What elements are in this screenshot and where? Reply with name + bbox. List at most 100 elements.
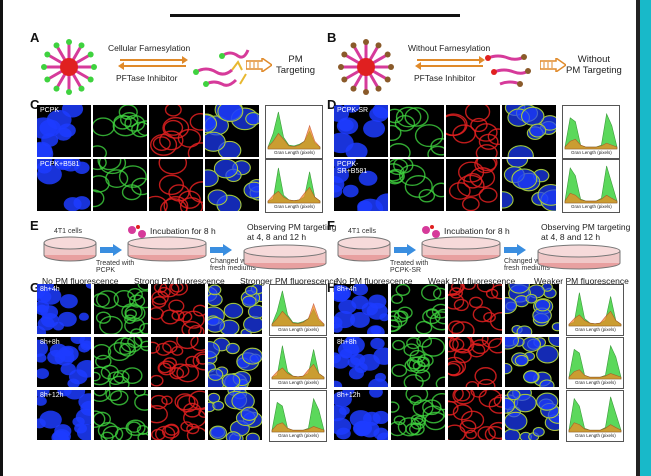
petri-dish-icon <box>537 244 621 270</box>
cells-label: 4T1 cells <box>348 228 377 235</box>
petri-dish-icon <box>43 236 97 262</box>
micrograph-red <box>448 284 502 334</box>
strand-tip <box>87 76 94 83</box>
micrograph-merge <box>208 337 262 387</box>
top-bar <box>170 14 460 17</box>
micrograph-label: 8h+8h <box>337 339 357 346</box>
strand-tip <box>53 85 60 92</box>
chart-x-axis-label: Gran Length (pixels) <box>575 327 616 332</box>
intensity-profile-chart: Gran Length (pixels) <box>562 105 620 159</box>
micrograph-merge <box>505 390 559 440</box>
chart-x-axis-label: Gran Length (pixels) <box>274 150 315 155</box>
right-edge-accent <box>640 0 651 476</box>
intensity-profile-chart: Gran Length (pixels) <box>566 284 624 336</box>
flow-arrow-icon <box>504 244 526 256</box>
intensity-profile-chart: Gran Length (pixels) <box>269 337 327 389</box>
strand-tip <box>44 76 51 83</box>
panel-label-b: B <box>327 30 337 45</box>
intensity-profile-chart: Gran Length (pixels) <box>265 105 323 159</box>
nanoparticle-cluster-icon <box>128 225 146 238</box>
intensity-profile-chart: Gran Length (pixels) <box>566 337 624 389</box>
micrograph-red <box>446 159 500 211</box>
a-arrow-top-label: Cellular Farnesylation <box>108 43 191 53</box>
intensity-profile-chart: Gran Length (pixels) <box>269 284 327 336</box>
observing-label: Observing PM targeting at 4, 8 and 12 h <box>541 222 631 242</box>
strand-tip <box>375 85 382 92</box>
a-arrow-bottom-label: PFTase Inhibitor <box>116 73 178 83</box>
intensity-profile-chart: Gran Length (pixels) <box>562 159 620 213</box>
nanoparticle-icon-a <box>41 39 97 95</box>
petri-dish-icon <box>421 236 501 262</box>
micrograph-green <box>391 284 445 334</box>
strand-tip <box>384 76 391 83</box>
strand-tip <box>44 51 51 58</box>
micrograph-green <box>93 105 147 157</box>
micrograph-merge <box>505 337 559 387</box>
striped-arrow-icon-a <box>246 58 272 72</box>
observing-label: Observing PM targeting at 4, 8 and 12 h <box>247 222 337 242</box>
micrograph-merge <box>505 284 559 334</box>
strand-tip <box>388 64 394 70</box>
profile-series-red <box>267 124 321 150</box>
striped-arrow-icon-b <box>540 58 566 72</box>
micrograph-label: PCPK <box>40 107 60 114</box>
chart-x-axis-label: Gran Length (pixels) <box>571 150 612 155</box>
status-label: No PM fluorescence <box>42 276 119 286</box>
flow-arrow-icon <box>394 244 416 256</box>
strand-tip <box>350 85 357 92</box>
micrograph-label: 8h+12h <box>337 392 361 399</box>
micrograph-green <box>390 105 444 157</box>
profile-series-red <box>564 192 618 204</box>
peptide-strands-icon-b <box>485 54 531 87</box>
profile-series-red <box>568 310 622 327</box>
status-label: Weak PM fluorescence <box>428 276 516 286</box>
micrograph-merge <box>205 105 259 157</box>
petri-dish-icon <box>127 236 207 262</box>
strand-tip <box>91 64 97 70</box>
incubation-label: Incubation for 8 h <box>150 226 216 236</box>
chart-x-axis-label: Gran Length (pixels) <box>278 380 319 385</box>
panel-label-h: H <box>327 280 337 295</box>
strand-tip <box>66 39 72 45</box>
micrograph-merge <box>208 390 262 440</box>
micrograph-green <box>94 284 148 334</box>
micrograph-blue: PCPK-SR+B581 <box>334 159 388 211</box>
panel-label-a: A <box>30 30 40 45</box>
micrograph-red <box>448 390 502 440</box>
micrograph-green <box>94 337 148 387</box>
chart-x-axis-label: Gran Length (pixels) <box>571 204 612 209</box>
micrograph-green <box>93 159 147 211</box>
profile-series-red <box>271 422 325 433</box>
micrograph-label: 8h+4h <box>40 286 60 293</box>
micrograph-blue: PCPK+B581 <box>37 159 91 211</box>
status-label: Weaker PM fluorescence <box>534 276 629 286</box>
a-result-label: PM Targeting <box>276 54 316 76</box>
micrograph-blue: 8h+4h <box>334 284 388 334</box>
micrograph-red <box>448 337 502 387</box>
panel-label-g: G <box>30 280 41 295</box>
micrograph-blue: 8h+12h <box>334 390 388 440</box>
micrograph-red <box>149 159 203 211</box>
nanoparticle-cluster-icon <box>422 225 440 238</box>
micrograph-blue: 8h+8h <box>37 337 91 387</box>
petri-dish-icon <box>243 244 327 270</box>
status-label: Stronger PM fluorescence <box>240 276 339 286</box>
strand-tip <box>53 42 60 49</box>
micrograph-label: 8h+12h <box>40 392 64 399</box>
micrograph-label: 8h+4h <box>337 286 357 293</box>
micrograph-green <box>391 337 445 387</box>
micrograph-green <box>94 390 148 440</box>
right-edge-dark <box>636 0 640 476</box>
micrograph-green <box>391 390 445 440</box>
treated-label: Treated with PCPK <box>96 260 135 274</box>
micrograph-blue: 8h+4h <box>37 284 91 334</box>
intensity-profile-chart: Gran Length (pixels) <box>566 390 624 442</box>
micrograph-red <box>151 284 205 334</box>
strand-tip <box>87 51 94 58</box>
strand-tip <box>341 76 348 83</box>
flow-arrow-icon <box>100 244 122 256</box>
profile-series-red <box>267 186 321 204</box>
treated-label: Treated with PCPK-SR <box>390 260 429 274</box>
micrograph-merge <box>205 159 259 211</box>
